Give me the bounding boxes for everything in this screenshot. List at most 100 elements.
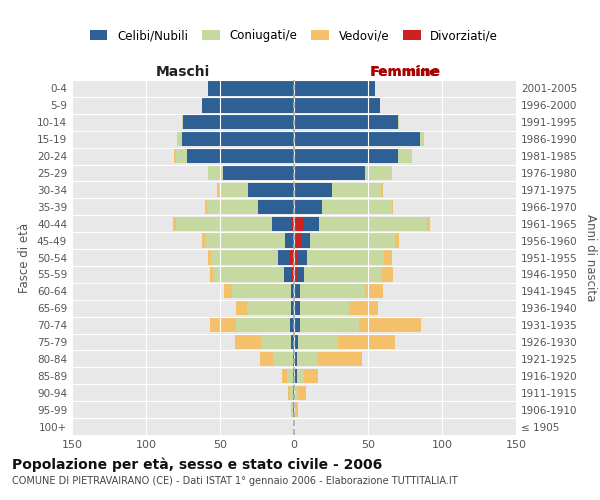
Bar xyxy=(294,368,297,383)
Bar xyxy=(295,284,300,298)
Bar xyxy=(293,386,294,400)
Bar xyxy=(420,132,424,146)
Bar xyxy=(297,267,304,281)
Bar xyxy=(300,301,349,316)
Bar xyxy=(427,216,430,231)
Bar xyxy=(209,318,236,332)
Bar xyxy=(291,402,293,417)
Bar xyxy=(174,149,176,164)
Bar xyxy=(301,234,310,248)
Text: Popolazione per età, sesso e stato civile - 2006: Popolazione per età, sesso e stato civil… xyxy=(12,458,382,472)
Bar xyxy=(349,301,379,316)
Bar xyxy=(248,182,293,197)
Bar xyxy=(202,234,205,248)
Bar xyxy=(294,182,295,197)
Bar xyxy=(298,335,338,349)
Bar xyxy=(294,352,297,366)
Bar xyxy=(294,234,301,248)
Bar xyxy=(359,318,421,332)
Bar xyxy=(212,267,284,281)
Bar xyxy=(307,250,384,264)
Bar xyxy=(176,149,187,164)
Bar xyxy=(177,132,182,146)
Bar xyxy=(182,132,294,146)
Bar xyxy=(298,386,306,400)
Bar xyxy=(294,402,295,417)
Bar xyxy=(236,318,290,332)
Text: Femmine: Femmine xyxy=(370,64,440,78)
Bar xyxy=(338,335,395,349)
Bar xyxy=(217,182,218,197)
Bar xyxy=(294,200,295,214)
Bar xyxy=(295,402,298,417)
Bar xyxy=(187,149,294,164)
Bar xyxy=(322,200,392,214)
Bar xyxy=(304,368,317,383)
Bar xyxy=(295,386,298,400)
Bar xyxy=(206,200,259,214)
Bar xyxy=(285,234,293,248)
Bar xyxy=(291,284,294,298)
Bar xyxy=(208,166,223,180)
Bar xyxy=(293,352,294,366)
Bar xyxy=(284,267,291,281)
Text: COMUNE DI PIETRAVAIRANO (CE) - Dati ISTAT 1° gennaio 2006 - Elaborazione TUTTITA: COMUNE DI PIETRAVAIRANO (CE) - Dati ISTA… xyxy=(12,476,458,486)
Bar xyxy=(365,284,383,298)
Bar xyxy=(259,200,293,214)
Bar xyxy=(208,250,211,264)
Bar xyxy=(392,200,393,214)
Bar xyxy=(218,182,248,197)
Bar xyxy=(232,284,291,298)
Bar xyxy=(294,250,297,264)
Bar xyxy=(287,368,293,383)
Bar xyxy=(293,368,294,383)
Bar xyxy=(300,284,365,298)
Text: Femmine: Femmine xyxy=(371,66,439,80)
Bar xyxy=(384,250,392,264)
Bar xyxy=(205,234,285,248)
Bar xyxy=(211,250,278,264)
Bar xyxy=(297,368,304,383)
Bar xyxy=(290,386,293,400)
Bar xyxy=(398,115,399,130)
Y-axis label: Fasce di età: Fasce di età xyxy=(19,222,31,292)
Bar xyxy=(294,301,295,316)
Bar xyxy=(304,267,382,281)
Bar xyxy=(294,82,376,96)
Bar xyxy=(247,301,291,316)
Bar xyxy=(278,250,290,264)
Bar xyxy=(294,115,398,130)
Bar xyxy=(288,386,290,400)
Bar xyxy=(294,149,398,164)
Bar xyxy=(260,352,273,366)
Bar xyxy=(293,200,294,214)
Bar xyxy=(273,352,293,366)
Bar xyxy=(295,182,332,197)
Text: Maschi: Maschi xyxy=(156,64,210,78)
Bar xyxy=(295,318,300,332)
Bar xyxy=(291,301,294,316)
Bar xyxy=(295,301,300,316)
Bar xyxy=(365,166,392,180)
Bar xyxy=(282,368,287,383)
Bar xyxy=(294,318,295,332)
Bar xyxy=(317,352,362,366)
Legend: Celibi/Nubili, Coniugati/e, Vedovi/e, Divorziati/e: Celibi/Nubili, Coniugati/e, Vedovi/e, Di… xyxy=(90,29,498,42)
Bar xyxy=(294,98,380,112)
Bar xyxy=(262,335,291,349)
Bar xyxy=(291,216,294,231)
Bar xyxy=(297,250,307,264)
Bar xyxy=(382,267,393,281)
Bar xyxy=(209,267,212,281)
Bar xyxy=(395,234,399,248)
Bar xyxy=(293,402,294,417)
Bar xyxy=(173,216,176,231)
Bar xyxy=(236,301,247,316)
Bar xyxy=(290,318,294,332)
Bar xyxy=(294,216,304,231)
Bar xyxy=(224,284,232,298)
Bar xyxy=(294,166,365,180)
Bar xyxy=(310,234,395,248)
Bar xyxy=(290,250,294,264)
Bar xyxy=(294,267,297,281)
